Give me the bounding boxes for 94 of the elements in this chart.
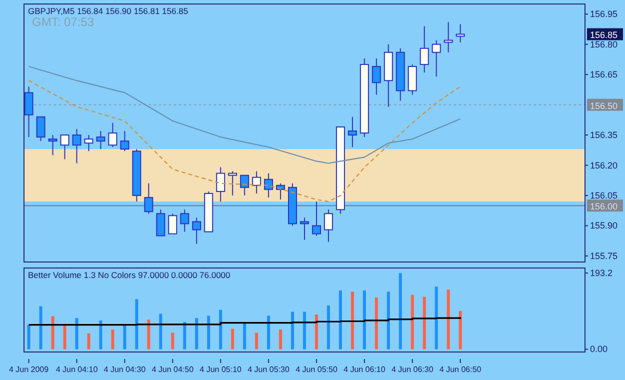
candlestick xyxy=(216,166,226,202)
candlestick xyxy=(24,86,34,138)
candlestick xyxy=(312,201,321,236)
bar xyxy=(195,318,198,350)
candlestick xyxy=(420,26,429,74)
candlestick xyxy=(180,209,190,232)
candlestick xyxy=(60,134,70,160)
bar xyxy=(135,299,138,350)
bar xyxy=(147,320,150,350)
bar xyxy=(111,330,114,350)
candlestick xyxy=(228,170,238,196)
bar xyxy=(27,324,30,350)
candlestick xyxy=(192,217,202,244)
bar xyxy=(458,310,462,350)
y-tick-label: 155.90 xyxy=(590,220,618,231)
bar xyxy=(255,332,258,350)
chart-title: Better Volume 1.3 No Colors 97.0000 0.0000 76.0000 xyxy=(28,270,231,280)
y-tick-label: 156.65 xyxy=(590,70,618,80)
annotation: GMT: 07:53 xyxy=(32,15,94,29)
y-tick-label: 155.75 xyxy=(590,250,618,261)
x-tick-label: 4 Jun 04:50 xyxy=(152,365,194,374)
bar xyxy=(314,314,318,350)
bar xyxy=(338,290,342,350)
candlestick xyxy=(156,209,166,236)
y-tick-label: 156.05 xyxy=(590,190,618,200)
x-tick-label: 4 Jun 06:50 xyxy=(439,365,482,374)
candlestick xyxy=(456,24,465,43)
bar xyxy=(326,305,330,350)
y-tick-label: 0.00 xyxy=(590,344,608,354)
candlestick xyxy=(108,122,118,148)
bar xyxy=(434,286,438,350)
bar xyxy=(398,273,402,350)
bar xyxy=(51,316,54,350)
bar xyxy=(99,320,102,350)
y-tick-label: 156.20 xyxy=(590,160,618,170)
x-tick-label: 4 Jun 06:10 xyxy=(344,365,386,374)
bar xyxy=(171,332,174,350)
x-tick-label: 4 Jun 05:30 xyxy=(248,365,290,374)
bar xyxy=(374,298,378,350)
candlestick xyxy=(252,170,262,194)
candlestick xyxy=(372,58,381,96)
bar xyxy=(422,296,426,350)
ref-line-label: 156.00 xyxy=(590,202,618,212)
x-tick-label: 4 Jun 05:10 xyxy=(200,365,242,374)
bar xyxy=(231,328,234,350)
candlestick xyxy=(276,182,286,200)
bar xyxy=(207,316,210,350)
bar xyxy=(362,290,366,350)
bar xyxy=(243,322,246,350)
bar xyxy=(183,322,186,350)
candlestick xyxy=(72,128,82,164)
x-tick-label: 4 Jun 04:30 xyxy=(104,365,146,374)
candlestick xyxy=(348,116,357,148)
x-tick-label: 4 Jun 06:30 xyxy=(391,365,434,374)
x-tick-label: 4 Jun 05:50 xyxy=(296,365,338,374)
bar xyxy=(279,330,282,350)
bar xyxy=(159,314,162,350)
bar xyxy=(350,292,354,350)
candlestick xyxy=(432,40,441,78)
candlestick xyxy=(444,22,453,53)
bar xyxy=(123,325,126,350)
bar xyxy=(39,306,42,350)
candlestick xyxy=(36,116,46,142)
bar xyxy=(303,312,306,350)
bar xyxy=(446,290,450,350)
ref-line-label: 156.50 xyxy=(590,100,618,111)
x-tick-label: 4 Jun 2009 xyxy=(9,365,50,374)
candlestick xyxy=(324,209,333,242)
x-tick-label: 4 Jun 04:10 xyxy=(56,365,98,374)
bar xyxy=(87,333,90,350)
y-tick-label: 156.80 xyxy=(590,39,618,50)
bar xyxy=(291,312,294,350)
y-tick-label: 156.95 xyxy=(590,9,618,20)
bar xyxy=(75,318,78,350)
candlestick xyxy=(144,182,154,214)
candlestick xyxy=(96,130,106,150)
candlestick xyxy=(264,172,274,198)
chart-title: GBPJPY,M5 156.84 156.90 156.81 156.85 xyxy=(28,6,188,16)
candlestick xyxy=(120,130,130,152)
y-tick-label: 193.2 xyxy=(590,268,613,278)
bar xyxy=(219,310,222,350)
candlestick xyxy=(48,134,58,156)
bar xyxy=(63,325,66,350)
candlestick xyxy=(240,174,250,196)
annotation: 156.85 xyxy=(590,30,618,40)
candlestick xyxy=(168,213,178,234)
line-series xyxy=(28,80,461,202)
line-series xyxy=(28,66,461,164)
bar xyxy=(410,294,414,350)
bar xyxy=(267,316,270,350)
y-tick-label: 156.35 xyxy=(590,130,618,140)
candlestick xyxy=(84,134,94,152)
candlestick xyxy=(300,217,309,240)
bar xyxy=(386,292,390,350)
